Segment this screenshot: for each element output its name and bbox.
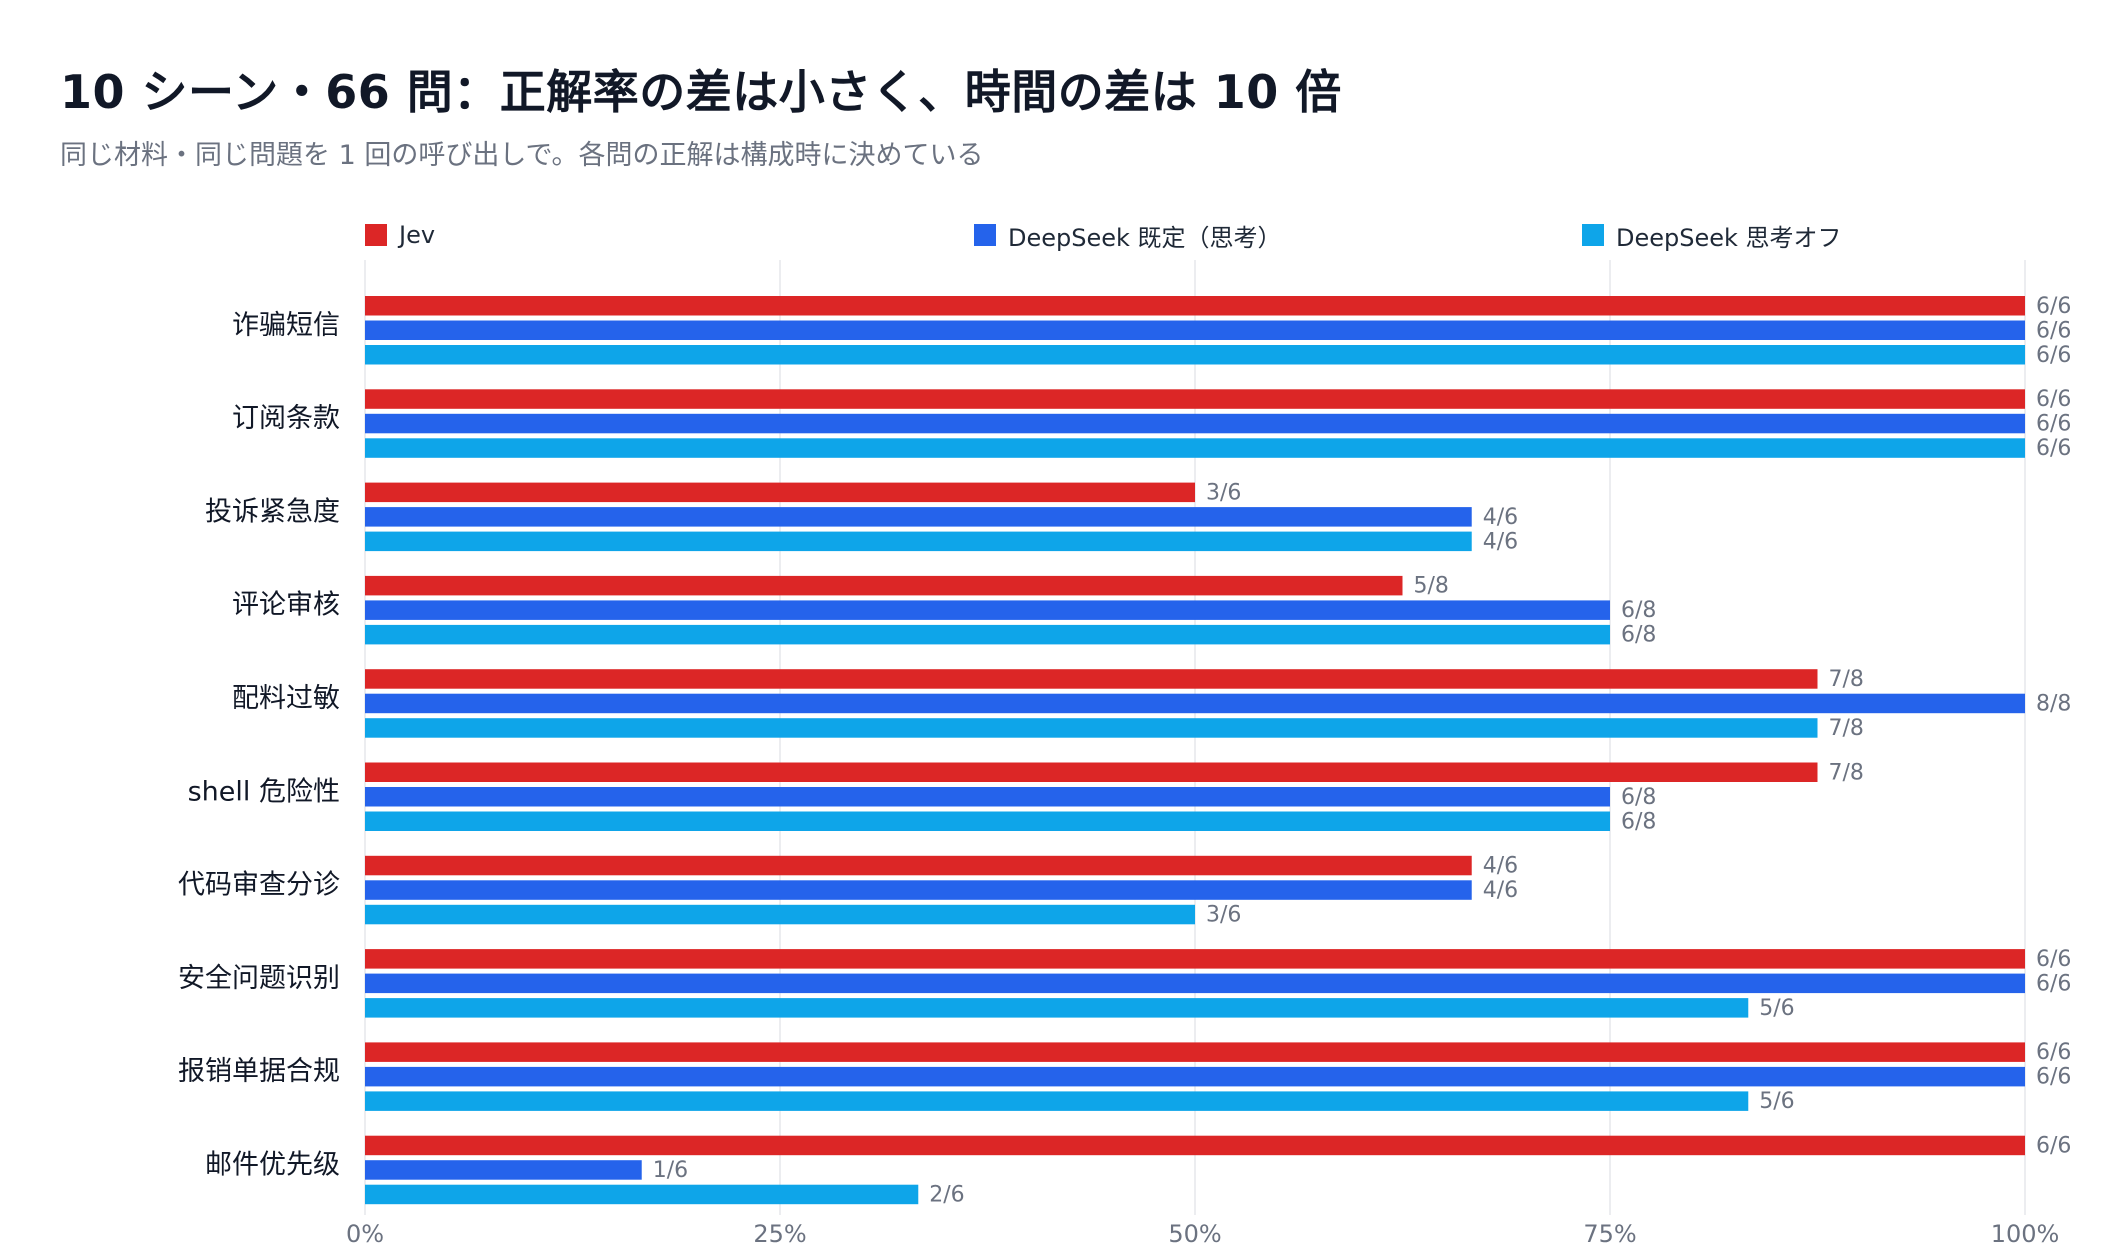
category-label: 评论审核 [232, 590, 340, 621]
bar-value-label: 2/6 [929, 1182, 964, 1207]
bar [365, 413, 2025, 434]
category-label: shell 危险性 [188, 776, 340, 807]
legend-item-jev: Jev [365, 218, 435, 252]
bar-value-label: 6/8 [1621, 623, 1656, 648]
legend-label-jev: Jev [399, 221, 436, 249]
bar [365, 1184, 919, 1205]
bar [365, 624, 1610, 645]
chart-title: 10 シーン・66 問：正解率の差は小さく、時間の差は 10 倍 [60, 65, 1342, 119]
bar-value-label: 1/6 [653, 1158, 688, 1183]
bar [365, 949, 2025, 969]
bar [365, 973, 2025, 994]
bar-value-label: 6/6 [2036, 436, 2071, 461]
bar-value-label: 3/6 [1206, 480, 1241, 505]
bar [365, 811, 1610, 831]
bar [365, 787, 1610, 807]
bar-value-label: 6/6 [2036, 412, 2071, 437]
bar-value-label: 6/6 [2036, 1133, 2071, 1158]
bar [365, 296, 2025, 316]
bar-value-label: 6/6 [2036, 947, 2071, 972]
bar [365, 880, 1472, 900]
category-label: 安全问题识别 [178, 963, 340, 994]
bar-value-label: 5/8 [1414, 574, 1449, 599]
bar-value-label: 6/6 [2036, 387, 2071, 412]
bar-value-label: 3/6 [1206, 903, 1241, 928]
bar-value-label: 6/6 [2036, 1065, 2071, 1090]
bar-value-label: 7/8 [1829, 716, 1864, 741]
legend-swatch-deepseek-off [1582, 224, 1604, 246]
bar [365, 855, 1472, 876]
bar-value-label: 5/6 [1759, 1089, 1794, 1114]
bar [365, 718, 1818, 738]
bar-value-label: 6/6 [2036, 971, 2071, 996]
bar-value-label: 4/6 [1483, 854, 1518, 879]
bar [365, 438, 2025, 458]
bar-value-label: 4/6 [1483, 529, 1518, 554]
x-tick-label: 50% [1168, 1220, 1221, 1248]
bar [365, 507, 1472, 527]
legend-swatch-deepseek-default [974, 224, 996, 246]
bar-value-label: 4/6 [1483, 878, 1518, 903]
bar-value-label: 4/6 [1483, 505, 1518, 530]
legend-swatch-jev [365, 224, 387, 246]
bar-value-label: 7/8 [1829, 667, 1864, 692]
legend-item-deepseek-off: DeepSeek 思考オフ [1582, 218, 1842, 252]
category-label: 邮件优先级 [205, 1149, 340, 1180]
x-tick-label: 75% [1583, 1220, 1636, 1248]
bar [365, 320, 2025, 340]
bar [365, 762, 1818, 782]
category-label: 配料过敏 [232, 683, 340, 714]
bar [365, 669, 1818, 689]
bar [365, 1066, 2025, 1087]
legend-label-deepseek-off: DeepSeek 思考オフ [1616, 223, 1842, 252]
bar-value-label: 6/6 [2036, 1040, 2071, 1065]
category-label: 代码审查分诊 [178, 870, 340, 901]
bar-value-label: 6/6 [2036, 294, 2071, 319]
x-tick-label: 0% [346, 1220, 384, 1248]
bar-value-label: 6/8 [1621, 809, 1656, 834]
bar [365, 1042, 2025, 1062]
bar-value-label: 7/8 [1829, 760, 1864, 785]
bar-value-label: 8/8 [2036, 691, 2071, 716]
bar [365, 1091, 1749, 1111]
bar [365, 531, 1472, 552]
bar [365, 1135, 2025, 1156]
bar-value-label: 6/8 [1621, 598, 1656, 623]
bar [365, 1160, 642, 1180]
bar [365, 575, 1403, 596]
bar [365, 998, 1749, 1018]
x-tick-label: 25% [753, 1220, 806, 1248]
bar [365, 345, 2025, 365]
bar-value-label: 6/6 [2036, 318, 2071, 343]
bar [365, 600, 1610, 620]
category-label: 诈骗短信 [232, 310, 340, 341]
category-label: 订阅条款 [232, 403, 340, 434]
bar-value-label: 5/6 [1759, 996, 1794, 1021]
bar [365, 482, 1195, 503]
legend-item-deepseek-default: DeepSeek 既定（思考） [974, 218, 1282, 252]
x-tick-label: 100% [1991, 1220, 2060, 1248]
bar [365, 904, 1195, 925]
category-label: 投诉紧急度 [205, 496, 340, 527]
legend-label-deepseek-default: DeepSeek 既定（思考） [1008, 223, 1282, 252]
bar-value-label: 6/8 [1621, 785, 1656, 810]
bar [365, 389, 2025, 409]
category-label: 报销单据合规 [178, 1056, 340, 1087]
bar-value-label: 6/6 [2036, 343, 2071, 368]
bar [365, 693, 2025, 714]
chart-subtitle: 同じ材料・同じ問題を 1 回の呼び出しで。各問の正解は構成時に決めている [60, 140, 984, 171]
